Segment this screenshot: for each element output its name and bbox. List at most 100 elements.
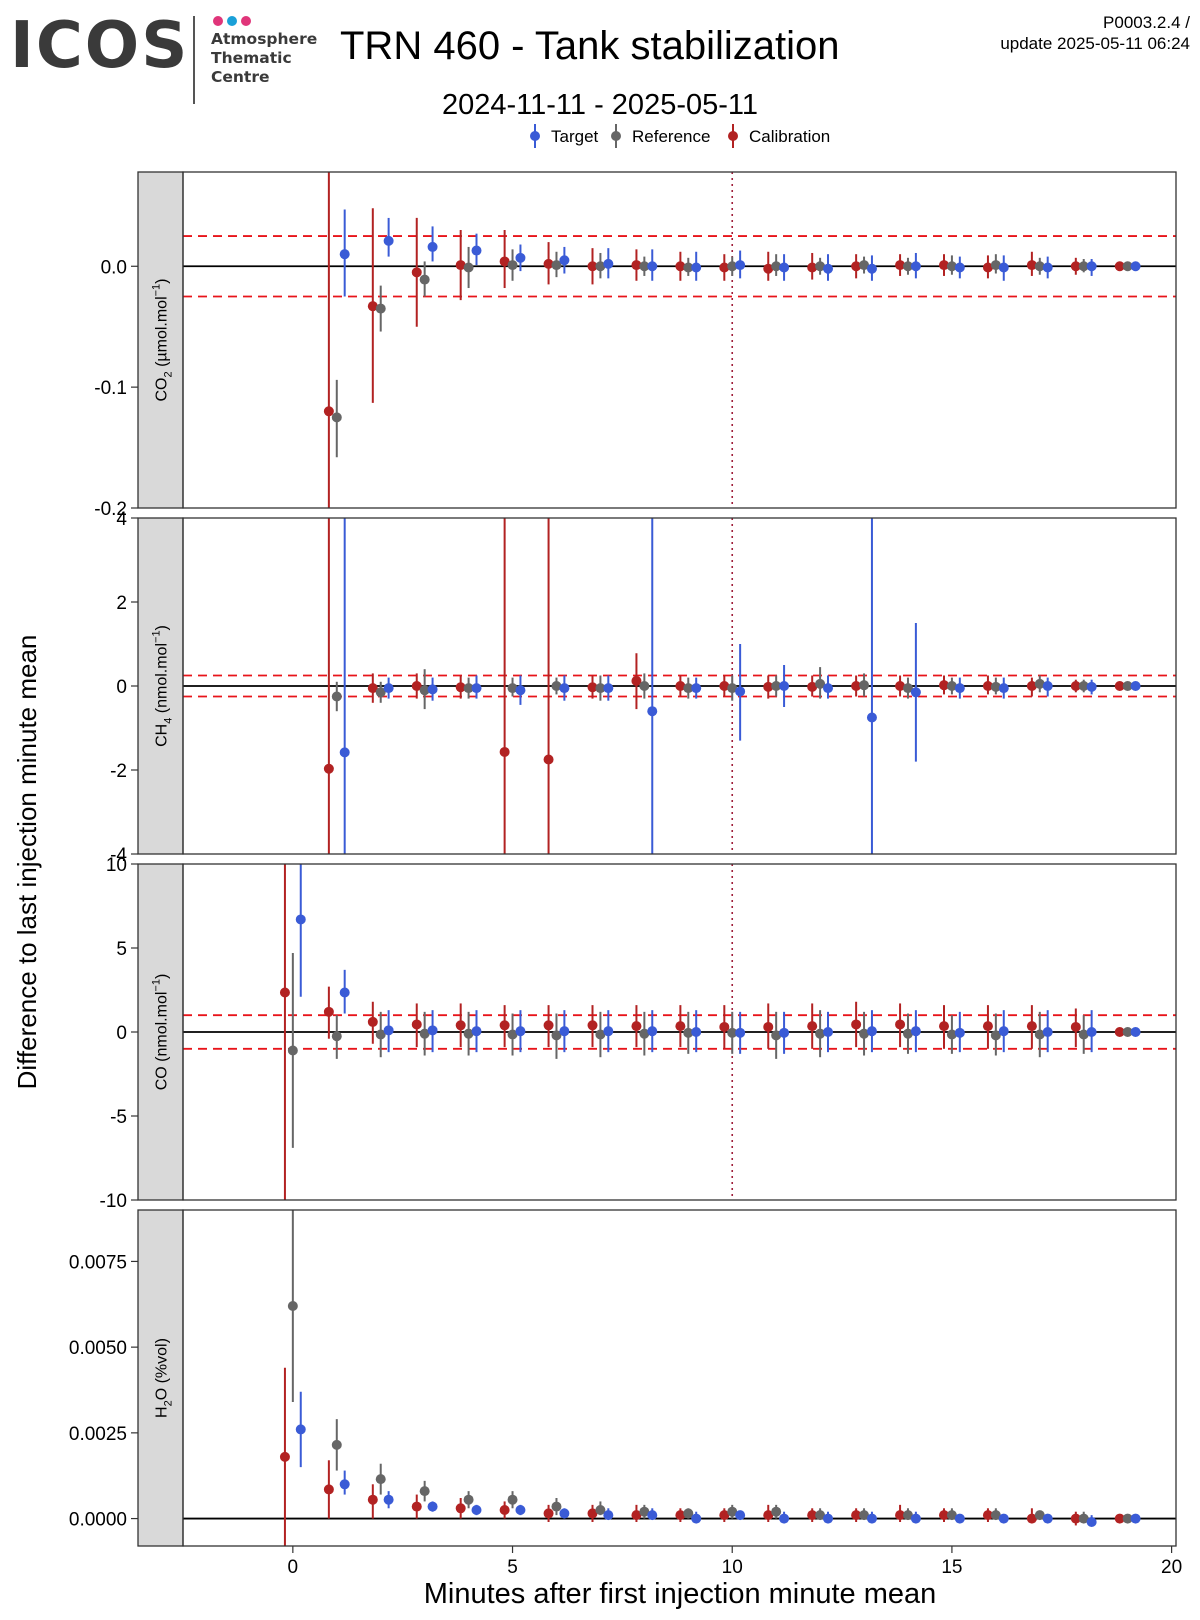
facet-strip-label: CO2 (µmol.mol−1) bbox=[151, 279, 175, 402]
logo-sub-line-2: Thematic bbox=[211, 49, 292, 67]
point-target bbox=[1086, 679, 1097, 695]
point-marker bbox=[1130, 1513, 1141, 1524]
panel-2: CH4 (nmol.mol−1) -4 -2 0 2 4 bbox=[110, 509, 1177, 866]
point-target bbox=[515, 1504, 526, 1516]
y-tick-label: -0.2 bbox=[94, 499, 127, 520]
point-marker bbox=[631, 1510, 642, 1521]
point-reference bbox=[946, 1508, 957, 1521]
point-calibration bbox=[631, 653, 642, 710]
point-marker bbox=[1130, 681, 1141, 691]
point-marker bbox=[779, 681, 790, 691]
point-reference bbox=[771, 254, 782, 276]
point-marker bbox=[779, 1513, 790, 1524]
panel-3: CO (nmol.mol−1) -10 -5 0 5 10 bbox=[100, 855, 1177, 1212]
point-marker bbox=[815, 678, 826, 689]
point-target bbox=[866, 1010, 877, 1053]
legend-key-point bbox=[728, 131, 738, 141]
point-marker bbox=[851, 261, 862, 272]
point-reference bbox=[1122, 1513, 1133, 1524]
point-target bbox=[910, 1511, 921, 1524]
point-calibration bbox=[455, 675, 466, 699]
point-calibration bbox=[455, 1003, 466, 1048]
point-target bbox=[515, 675, 526, 705]
point-target bbox=[1130, 261, 1141, 272]
point-reference bbox=[1034, 1510, 1045, 1521]
point-marker bbox=[990, 681, 1001, 692]
y-axis-title: Difference to last injection minute mean bbox=[12, 635, 42, 1090]
point-marker bbox=[1122, 1513, 1133, 1524]
point-calibration bbox=[323, 172, 334, 508]
point-reference bbox=[771, 675, 782, 697]
point-marker bbox=[499, 746, 510, 757]
point-marker bbox=[1122, 681, 1133, 691]
point-marker bbox=[507, 1494, 518, 1505]
point-target bbox=[559, 246, 570, 274]
point-marker bbox=[990, 1510, 1001, 1521]
point-marker bbox=[779, 1027, 790, 1038]
point-target bbox=[735, 1011, 746, 1054]
point-marker bbox=[1034, 261, 1045, 272]
point-marker bbox=[427, 1501, 438, 1512]
y-tick-label: 2 bbox=[116, 593, 127, 614]
point-target bbox=[998, 677, 1009, 699]
point-marker bbox=[647, 1510, 658, 1521]
point-marker bbox=[595, 683, 606, 694]
point-calibration bbox=[895, 254, 906, 276]
point-marker bbox=[771, 1030, 782, 1041]
point-marker bbox=[603, 1026, 614, 1037]
point-marker bbox=[954, 1513, 965, 1524]
point-target bbox=[515, 1010, 526, 1053]
point-target bbox=[735, 644, 746, 741]
point-calibration bbox=[895, 1003, 906, 1048]
point-marker bbox=[543, 1020, 554, 1031]
point-calibration bbox=[895, 1504, 906, 1522]
point-target bbox=[471, 1504, 482, 1516]
point-marker bbox=[383, 235, 394, 246]
point-reference bbox=[815, 257, 826, 275]
point-marker bbox=[287, 1045, 298, 1056]
point-marker bbox=[1114, 1027, 1125, 1037]
point-marker bbox=[675, 1510, 686, 1521]
point-calibration bbox=[367, 208, 378, 403]
point-target bbox=[1086, 1010, 1097, 1053]
logo-sub-line-1: Atmosphere bbox=[211, 30, 318, 48]
chart-title: TRN 460 - Tank stabilization bbox=[340, 24, 840, 68]
point-marker bbox=[1114, 261, 1125, 272]
point-target bbox=[647, 518, 658, 854]
point-marker bbox=[946, 1029, 957, 1040]
legend-item-target: Target bbox=[530, 124, 599, 148]
point-marker bbox=[763, 1510, 774, 1521]
point-marker bbox=[383, 683, 394, 694]
logo-dot-3 bbox=[241, 16, 251, 26]
point-marker bbox=[1070, 1021, 1081, 1032]
point-marker bbox=[851, 1510, 862, 1521]
x-tick-label: 5 bbox=[507, 1557, 518, 1578]
point-marker bbox=[859, 1028, 870, 1039]
point-marker bbox=[507, 683, 518, 694]
point-reference bbox=[287, 953, 298, 1148]
point-marker bbox=[375, 1474, 386, 1485]
point-marker bbox=[279, 1451, 290, 1462]
point-marker bbox=[499, 1505, 510, 1515]
point-calibration bbox=[1026, 677, 1037, 697]
point-reference bbox=[1078, 259, 1089, 273]
point-target bbox=[647, 1010, 658, 1053]
point-target bbox=[823, 1011, 834, 1053]
point-marker bbox=[866, 1513, 877, 1524]
point-marker bbox=[411, 1019, 422, 1030]
point-reference bbox=[595, 1501, 606, 1516]
point-marker bbox=[946, 681, 957, 691]
point-marker bbox=[587, 682, 598, 693]
point-marker bbox=[683, 262, 694, 273]
legend-item-reference: Reference bbox=[611, 124, 710, 148]
point-calibration bbox=[763, 1504, 774, 1522]
point-marker bbox=[1042, 262, 1053, 273]
point-marker bbox=[331, 412, 342, 423]
point-marker bbox=[455, 1503, 466, 1514]
point-marker bbox=[559, 1508, 570, 1519]
point-marker bbox=[1070, 681, 1081, 691]
point-marker bbox=[866, 712, 877, 723]
legend-key-point bbox=[530, 131, 540, 141]
panel-border bbox=[182, 517, 1177, 855]
